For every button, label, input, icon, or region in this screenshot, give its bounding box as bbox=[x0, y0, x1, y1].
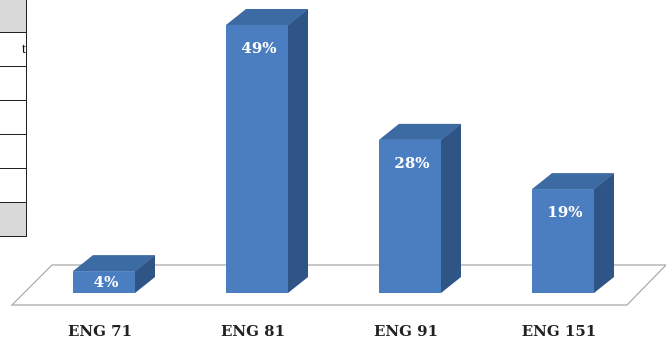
bar-side bbox=[288, 9, 308, 293]
x-tick-label: ENG 81 bbox=[221, 322, 285, 340]
side-table-footer-row bbox=[0, 202, 27, 237]
x-tick-label: ENG 71 bbox=[68, 322, 132, 340]
side-table-cell bbox=[0, 168, 27, 203]
x-tick-label: ENG 91 bbox=[374, 322, 438, 340]
side-table-cell bbox=[0, 66, 27, 101]
bar-top bbox=[532, 173, 614, 190]
x-tick-label: ENG 151 bbox=[522, 322, 597, 340]
chart-floor bbox=[10, 264, 666, 306]
data-label: 28% bbox=[394, 154, 429, 172]
data-label: 19% bbox=[547, 203, 582, 221]
bar-top bbox=[226, 9, 308, 25]
side-table-row bbox=[0, 66, 27, 101]
side-table-row bbox=[0, 134, 27, 169]
side-table-cell bbox=[0, 202, 27, 237]
side-table-row bbox=[0, 100, 27, 135]
bar-side bbox=[441, 123, 461, 293]
side-table-cell bbox=[0, 134, 27, 169]
side-table-cell: t bbox=[0, 32, 27, 67]
bar bbox=[379, 139, 441, 293]
side-table-cell bbox=[0, 0, 27, 33]
side-table: t bbox=[0, 0, 27, 237]
bar bbox=[226, 25, 288, 293]
bar bbox=[532, 189, 594, 293]
bar-top bbox=[379, 123, 461, 140]
side-table-row bbox=[0, 168, 27, 203]
side-table-header-row bbox=[0, 0, 27, 33]
side-table-row: t bbox=[0, 32, 27, 67]
bar-side bbox=[135, 255, 155, 293]
data-label: 4% bbox=[94, 273, 119, 291]
data-label: 49% bbox=[241, 39, 276, 57]
side-table-cell bbox=[0, 100, 27, 135]
bar-side bbox=[594, 173, 614, 293]
bar-top bbox=[73, 255, 155, 272]
bar bbox=[73, 271, 135, 293]
